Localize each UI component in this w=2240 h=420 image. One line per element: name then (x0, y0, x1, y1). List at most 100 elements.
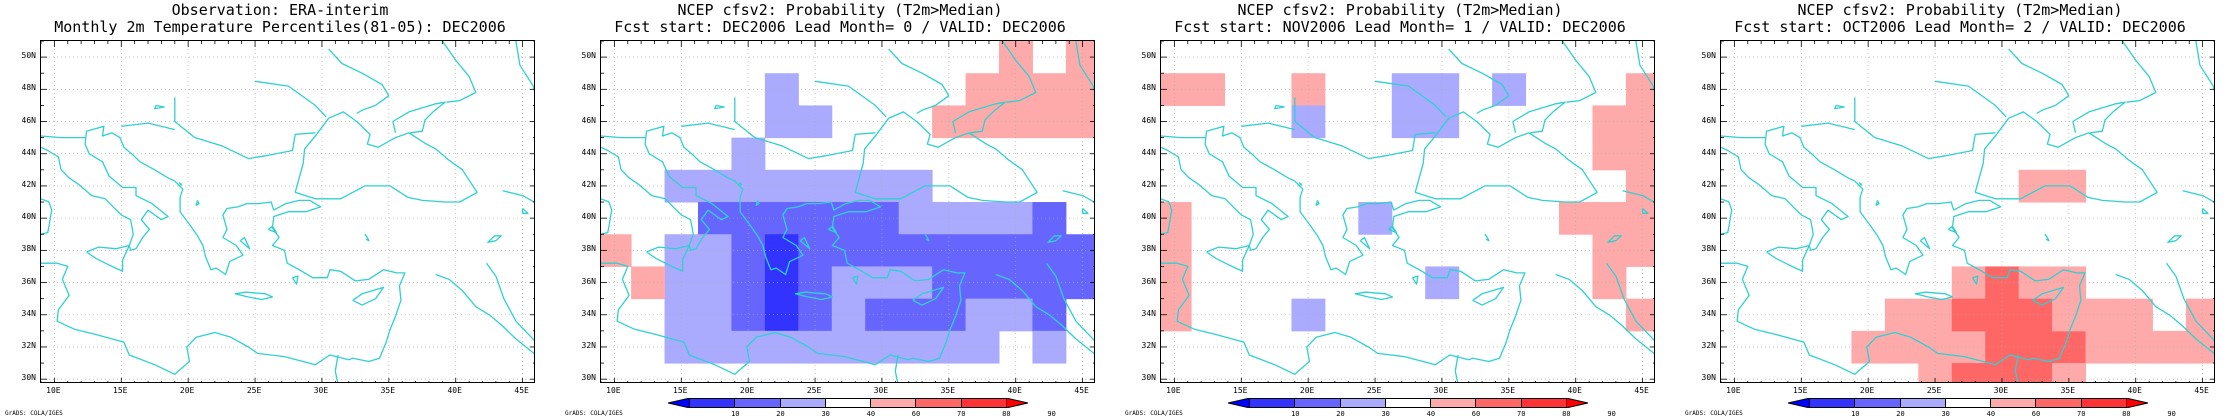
probability-cell (1985, 266, 2020, 300)
lon-label: 45E (1634, 386, 1649, 395)
probability-cell (697, 202, 732, 235)
map-panel-0: Observation: ERA-interim Monthly 2m Temp… (0, 0, 560, 420)
lon-label: 40E (2127, 386, 2142, 395)
coastline (2195, 41, 2214, 92)
lon-label: 10E (606, 386, 621, 395)
coastline (1721, 125, 2086, 375)
lon-label: 25E (1366, 386, 1382, 395)
coastline (1801, 122, 1855, 131)
coastline (1375, 80, 1447, 118)
coastline (41, 198, 53, 235)
coastline (355, 380, 358, 382)
coastline (1875, 200, 1880, 206)
coastline (1274, 104, 1285, 110)
colorbar-tick-label: 60 (1471, 410, 1481, 418)
coastline (1914, 291, 1954, 301)
colorbar: 10 20 30 40 60 70 80 90 (668, 398, 1056, 420)
lon-label: 30E (1433, 386, 1449, 395)
probability-cell (1985, 330, 2020, 364)
probability-cell (831, 202, 866, 235)
coastline (1641, 208, 1649, 214)
coastline (2008, 48, 2070, 115)
lon-label: 15E (673, 386, 688, 395)
probability-cell (865, 234, 900, 267)
colorbar-tick-label: 30 (1941, 410, 1950, 418)
lat-label: 42N (21, 179, 36, 189)
probability-cell (2052, 363, 2087, 382)
probability-cell (1425, 266, 1460, 300)
colorbar-tick-label: 60 (911, 410, 921, 418)
coastline (1161, 135, 1206, 139)
colorbar-min-arrow (1788, 398, 1810, 408)
probability-cell (965, 266, 1000, 300)
coastline (1001, 41, 1037, 103)
colorbar-tick-label: 80 (1562, 410, 1571, 418)
coastline (1359, 236, 1371, 250)
map-canvas (601, 41, 1094, 382)
grads-credit: GrADS: COLA/IGES (565, 410, 623, 417)
panel-title: NCEP cfsv2: Probability (T2m>Median) Fcs… (560, 2, 1120, 36)
coastline (174, 97, 316, 160)
colorbar-tick-label: 70 (1516, 410, 1526, 418)
lon-label: 35E (380, 386, 396, 395)
colorbar-max-arrow (1566, 398, 1588, 408)
coastline (1045, 262, 1094, 341)
coastline (2072, 101, 2126, 134)
colorbar-tick-label: 90 (1047, 410, 1056, 418)
lat-label: 32N (1141, 340, 1156, 350)
probability-cell (999, 298, 1033, 332)
coastline (255, 80, 327, 118)
colorbar-tick-label: 70 (956, 410, 966, 418)
probability-cell (965, 73, 1000, 106)
coastline (1472, 286, 1505, 306)
lat-label: 34N (581, 308, 596, 318)
coastline (294, 111, 478, 203)
colorbar-bin (1520, 398, 1567, 408)
colorbar-bin (1854, 398, 1901, 408)
probability-cell (965, 298, 1000, 332)
lat-label: 30N (21, 373, 36, 383)
colorbar-tick-label: 70 (2076, 410, 2086, 418)
lon-label: 30E (1993, 386, 2009, 395)
coastline (794, 291, 834, 301)
coastline (2044, 233, 2050, 242)
lat-label: 50N (1701, 51, 1716, 61)
colorbar-bin (689, 398, 736, 408)
map-canvas (1721, 41, 2214, 382)
lon-label: 25E (246, 386, 262, 395)
colorbar-bin (1249, 398, 1296, 408)
colorbar-tick-label: 80 (1002, 410, 1011, 418)
probability-cell (2018, 266, 2053, 300)
lat-label: 40N (1141, 212, 1156, 222)
coastline (915, 380, 918, 382)
coastline (1854, 97, 1996, 160)
probability-cell (831, 298, 866, 332)
probability-cell (898, 202, 933, 235)
lon-label: 30E (873, 386, 889, 395)
colorbar-tick-label: 10 (1851, 410, 1860, 418)
lat-label: 50N (1141, 51, 1156, 61)
lat-label: 30N (1141, 373, 1156, 383)
panel-title: NCEP cfsv2: Probability (T2m>Median) Fcs… (1120, 2, 1680, 36)
lat-label: 42N (1141, 179, 1156, 189)
probability-cell (898, 298, 933, 332)
lat-label: 30N (581, 373, 596, 383)
lon-label: 30E (313, 386, 329, 395)
lon-label: 10E (1726, 386, 1741, 395)
lat-label: 32N (1701, 340, 1716, 350)
colorbar-bin (1384, 398, 1432, 408)
panel-title: Observation: ERA-interim Monthly 2m Temp… (0, 2, 560, 36)
lat-label: 40N (1701, 212, 1716, 222)
probability-cell (697, 234, 732, 267)
coastline (364, 233, 370, 242)
coastline (1766, 244, 1810, 272)
probability-cell (965, 202, 1000, 235)
coastline (1919, 236, 1931, 250)
map-panel-1: NCEP cfsv2: Probability (T2m>Median) Fcs… (560, 0, 1120, 420)
probability-cell (898, 266, 933, 300)
lat-label: 40N (21, 212, 36, 222)
lat-label: 46N (1141, 115, 1156, 125)
coastline (1206, 244, 1250, 272)
panel-title-line-2: Fcst start: NOV2006 Lead Month= 1 / VALI… (1174, 18, 1626, 36)
colorbar-bin (870, 398, 917, 408)
